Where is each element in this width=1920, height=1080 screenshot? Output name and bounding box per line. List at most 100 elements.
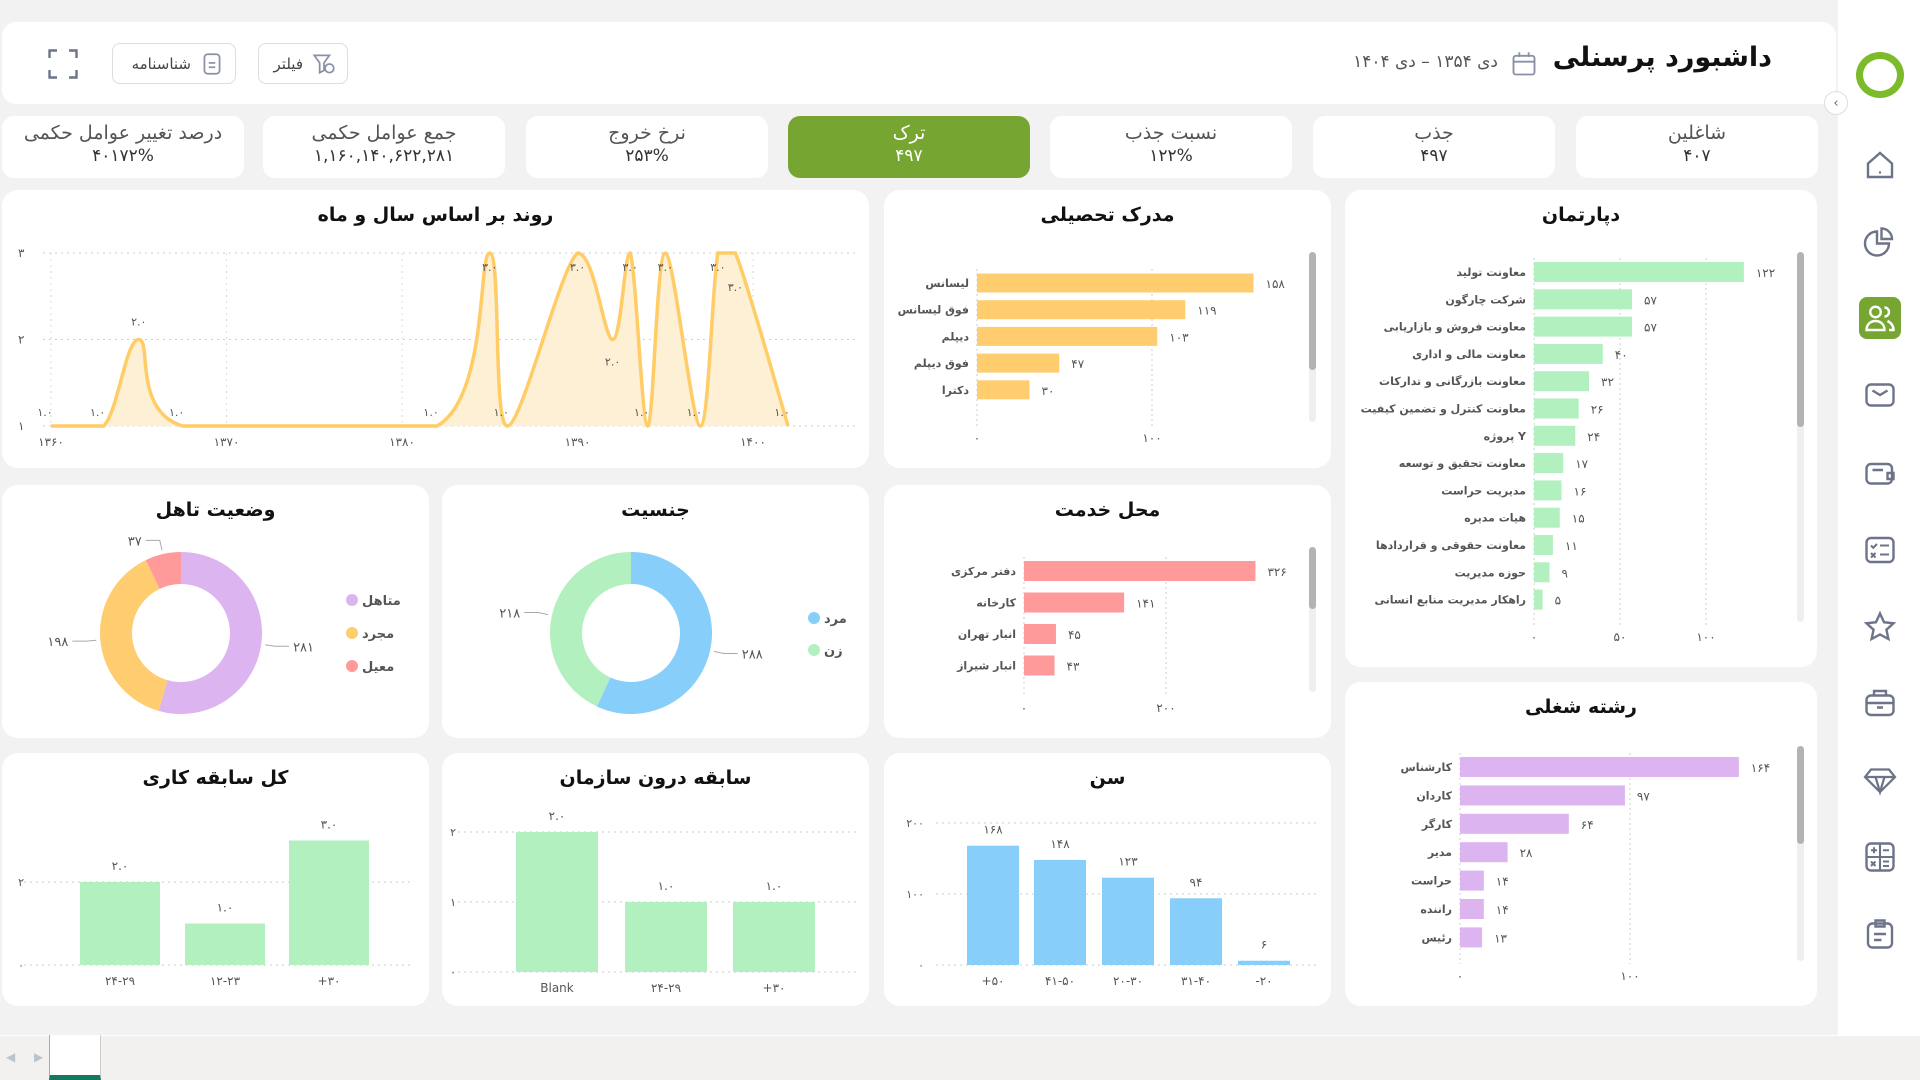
- donut-slice: [145, 552, 181, 589]
- kpi-card[interactable]: جمع عوامل حکمی ۱,۱۶۰,۱۴۰,۶۲۲,۲۸۱: [263, 116, 505, 178]
- sidebar-item-clipboard[interactable]: [1859, 913, 1901, 955]
- kpi-card[interactable]: نرخ خروج ۲۵۳%: [526, 116, 768, 178]
- value-label: ۲۸: [1520, 846, 1533, 860]
- expand-icon[interactable]: [45, 46, 81, 82]
- logo: [1856, 52, 1904, 98]
- category-label: پروژه Y: [1484, 430, 1527, 443]
- value-label: ۵۷: [1644, 321, 1657, 335]
- filter-button[interactable]: فیلتر: [258, 43, 348, 84]
- value-label: ۱۵: [1572, 512, 1585, 526]
- value-label: ۱۵۸: [1266, 277, 1286, 291]
- page-tab[interactable]: [49, 1035, 101, 1080]
- scrollbar-thumb[interactable]: [1797, 252, 1804, 427]
- x-tick-label: ۱۳۸۰: [389, 435, 415, 449]
- bar: [1534, 535, 1553, 555]
- value-label: ۳۷: [128, 534, 142, 549]
- category-label: کارخانه: [976, 597, 1016, 610]
- legend-swatch: [346, 594, 358, 606]
- bar: [977, 326, 1158, 346]
- category-label: دفتر مرکزی: [951, 565, 1016, 578]
- kpi-card[interactable]: جذب ۴۹۷: [1313, 116, 1555, 178]
- bar: [185, 923, 265, 965]
- calendar-icon[interactable]: [1510, 50, 1538, 78]
- bar: [1170, 898, 1222, 965]
- workplace-panel: محل خدمت ۰ ۲۰۰ دفتر مرکزی ۳۲۶ کارخانه ۱۴۱ انبار…: [884, 485, 1331, 738]
- value-label: ۱۶۴: [1751, 761, 1770, 775]
- bar: [625, 902, 707, 972]
- bar: [1460, 927, 1483, 948]
- trend-panel: روند بر اساس سال و ماه ۱ ۲ ۳ ۱۳۶۰ ۱۳۷۰ ۱۳۸۰ ۱۳۹…: [2, 190, 869, 468]
- value-label: ۹: [1561, 566, 1567, 580]
- sidebar-item-wallet[interactable]: [1859, 452, 1901, 494]
- category-label: انبار تهران: [958, 628, 1016, 641]
- profile-button[interactable]: شناسنامه: [112, 43, 236, 84]
- value-label: ۱۴: [1496, 903, 1509, 917]
- kpi-label: شاغلین: [1667, 122, 1727, 144]
- category-label: +۵۰: [982, 974, 1005, 988]
- kpi-card[interactable]: ترک ۴۹۷: [788, 116, 1030, 178]
- bar: [1460, 899, 1484, 919]
- y-tick-label: ۰: [450, 966, 456, 979]
- bar: [1534, 398, 1579, 419]
- series-line: [51, 251, 790, 428]
- value-label: ۲۴: [1587, 430, 1600, 444]
- value-label: ۱۰۳: [1169, 330, 1189, 344]
- data-label: ۳.۰: [570, 261, 585, 274]
- value-label: ۴۷: [1071, 357, 1084, 371]
- category-label: کاردان: [1416, 789, 1452, 802]
- legend-label: متاهل: [362, 594, 401, 609]
- category-label: +۳۰: [318, 974, 341, 988]
- sidebar-item-diamond[interactable]: [1859, 759, 1901, 801]
- education-panel: مدرک تحصیلی ۰ ۱۰۰ لیسانس ۱۵۸ فوق لیسانس ۱۱۹ دیپ…: [884, 190, 1331, 468]
- category-label: فوق دیپلم: [914, 357, 969, 370]
- data-label: ۳.۰: [710, 261, 725, 274]
- sidebar-item-mail[interactable]: [1859, 374, 1901, 416]
- y-tick-label: ۲: [450, 826, 456, 839]
- bar: [1460, 813, 1569, 834]
- sidebar-item-users[interactable]: [1859, 297, 1901, 339]
- legend-label: زن: [824, 644, 843, 659]
- kpi-card[interactable]: نسبت جذب ۱۲۲%: [1050, 116, 1292, 178]
- date-range[interactable]: دی ۱۳۵۴ – دی ۱۴۰۴: [1353, 52, 1498, 72]
- scrollbar-thumb[interactable]: [1309, 547, 1316, 609]
- sidebar-item-home[interactable]: [1859, 144, 1901, 186]
- sidebar-item-pie-chart[interactable]: [1859, 221, 1901, 263]
- y-tick-label: ۲: [18, 333, 24, 347]
- kpi-label: نسبت جذب: [1124, 122, 1218, 144]
- filter-label: فیلتر: [273, 54, 303, 73]
- sidebar-item-star[interactable]: [1859, 606, 1901, 648]
- scrollbar-thumb[interactable]: [1309, 252, 1316, 370]
- value-label: ۱۶: [1574, 484, 1587, 498]
- sidebar-item-briefcase[interactable]: [1859, 682, 1901, 724]
- kpi-value: ۴۰۷: [1683, 146, 1711, 166]
- page-tabs-bar: [0, 1035, 1920, 1080]
- category-label: معاونت تولید: [1456, 266, 1526, 279]
- x-tick-label: ۰: [1457, 969, 1463, 983]
- collapse-sidebar-button[interactable]: ‹: [1824, 91, 1848, 115]
- bar: [1102, 877, 1154, 965]
- donut-slice: [550, 552, 631, 707]
- x-tick-label: ۰: [974, 431, 980, 445]
- category-label: حراست: [1411, 875, 1452, 888]
- chart-title: دپارتمان: [1541, 204, 1621, 226]
- scrollbar-thumb[interactable]: [1797, 746, 1804, 844]
- pie-chart-icon: [1863, 227, 1894, 257]
- next-page-arrow-icon[interactable]: ▶: [34, 1050, 44, 1064]
- kpi-label: نرخ خروج: [608, 122, 686, 144]
- bar: [1534, 371, 1590, 392]
- kpi-label: جذب: [1414, 122, 1454, 144]
- kpi-card[interactable]: درصد تغییر عوامل حکمی ۴۰۱۷۲%: [2, 116, 244, 178]
- chart-title: سن: [1089, 767, 1126, 789]
- donut-slice: [158, 552, 263, 714]
- sidebar-item-calculator[interactable]: [1859, 836, 1901, 878]
- value-label: ۱.۰: [766, 879, 783, 893]
- bar: [977, 300, 1186, 320]
- marital-panel: وضعیت تاهل ۲۸۱ متاهل ۱۹۸ مجرد ۳۷ معیل: [2, 485, 429, 738]
- sidebar-item-checklist[interactable]: [1859, 529, 1901, 571]
- kpi-card[interactable]: شاغلین ۴۰۷: [1576, 116, 1818, 178]
- header-bar: داشبورد پرسنلی دی ۱۳۵۴ – دی ۱۴۰۴ فیلتر ش…: [2, 22, 1836, 104]
- category-label: معاونت مالی و اداری: [1412, 348, 1526, 361]
- value-label: ۲.۰: [549, 809, 566, 823]
- prev-page-arrow-icon[interactable]: ◀: [6, 1050, 16, 1064]
- bar: [1460, 757, 1739, 777]
